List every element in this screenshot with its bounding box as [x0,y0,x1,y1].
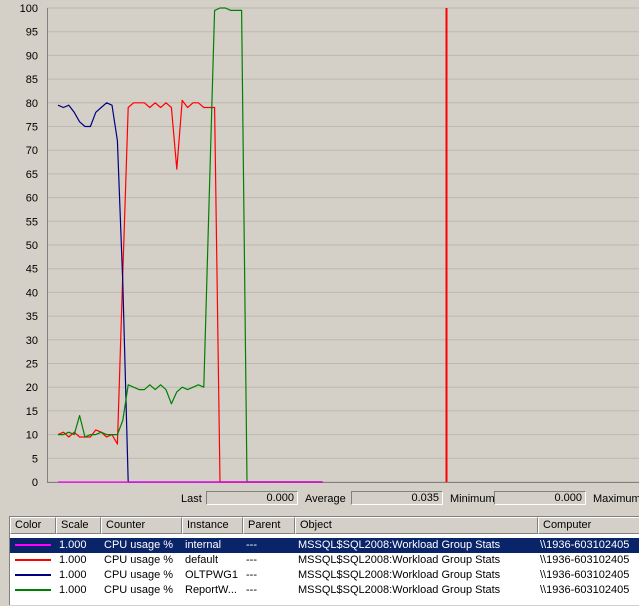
counter-cell: CPU usage % [104,539,174,551]
parent-cell: --- [246,569,257,581]
counter-row-reportw[interactable]: 1.000 CPU usage % ReportW... --- MSSQL$S… [10,583,639,598]
y-tick-label: 25 [26,359,38,371]
series-color-swatch [15,589,51,591]
scale-cell: 1.000 [59,569,87,581]
column-header-color[interactable]: Color [10,517,56,534]
average-label: Average [305,493,346,505]
y-tick-label: 90 [26,50,38,62]
last-value: 0.000 [206,491,298,505]
y-tick-label: 0 [32,477,38,489]
instance-cell: ReportW... [185,584,237,596]
column-header-parent[interactable]: Parent [243,517,295,534]
y-tick-label: 20 [26,382,38,394]
scale-cell: 1.000 [59,584,87,596]
column-header-instance[interactable]: Instance [182,517,243,534]
parent-cell: --- [246,539,257,551]
y-tick-label: 60 [26,193,38,205]
y-tick-label: 50 [26,240,38,252]
counter-row-internal[interactable]: 1.000 CPU usage % internal --- MSSQL$SQL… [10,538,639,553]
computer-cell: \\1936-603102405 [540,539,630,551]
column-header-counter[interactable]: Counter [101,517,182,534]
y-tick-label: 15 [26,406,38,418]
object-cell: MSSQL$SQL2008:Workload Group Stats [298,554,501,566]
performance-graph: 1009590858075706560555045403530252015105… [20,3,639,489]
object-cell: MSSQL$SQL2008:Workload Group Stats [298,569,501,581]
counter-list-header: Color Scale Counter Instance Parent Obje… [10,517,639,534]
y-tick-label: 40 [26,287,38,299]
counter-list[interactable]: Color Scale Counter Instance Parent Obje… [9,516,639,605]
y-tick-label: 45 [26,264,38,276]
y-tick-label: 35 [26,311,38,323]
computer-cell: \\1936-603102405 [540,584,630,596]
y-tick-label: 65 [26,169,38,181]
scale-cell: 1.000 [59,539,87,551]
last-label: Last [181,493,202,505]
object-cell: MSSQL$SQL2008:Workload Group Stats [298,584,501,596]
counter-cell: CPU usage % [104,584,174,596]
y-tick-label: 100 [20,3,38,15]
y-tick-label: 85 [26,74,38,86]
minimum-value: 0.000 [494,491,586,505]
parent-cell: --- [246,584,257,596]
counter-row-oltpwg1[interactable]: 1.000 CPU usage % OLTPWG1 --- MSSQL$SQL2… [10,568,639,583]
series-color-swatch [15,574,51,576]
counter-cell: CPU usage % [104,554,174,566]
y-tick-label: 10 [26,430,38,442]
y-tick-label: 5 [32,453,38,465]
y-tick-label: 30 [26,335,38,347]
scale-cell: 1.000 [59,554,87,566]
stats-bar: Last 0.000 Average 0.035 Minimum 0.000 M… [0,489,639,509]
y-tick-label: 70 [26,145,38,157]
average-value: 0.035 [351,491,443,505]
instance-cell: OLTPWG1 [185,569,238,581]
column-header-computer[interactable]: Computer [538,517,639,534]
column-header-object[interactable]: Object [295,517,538,534]
minimum-label: Minimum [450,493,495,505]
instance-cell: internal [185,539,222,551]
series-color-swatch [15,559,51,561]
counter-cell: CPU usage % [104,569,174,581]
y-tick-label: 55 [26,216,38,228]
computer-cell: \\1936-603102405 [540,554,630,566]
computer-cell: \\1936-603102405 [540,569,630,581]
instance-cell: default [185,554,219,566]
series-color-swatch [15,544,51,546]
y-tick-label: 80 [26,98,38,110]
object-cell: MSSQL$SQL2008:Workload Group Stats [298,539,501,551]
parent-cell: --- [246,554,257,566]
y-tick-label: 75 [26,122,38,134]
counter-row-default[interactable]: 1.000 CPU usage % default --- MSSQL$SQL2… [10,553,639,568]
column-header-scale[interactable]: Scale [56,517,101,534]
y-tick-label: 95 [26,27,38,39]
maximum-label: Maximum [593,493,639,505]
